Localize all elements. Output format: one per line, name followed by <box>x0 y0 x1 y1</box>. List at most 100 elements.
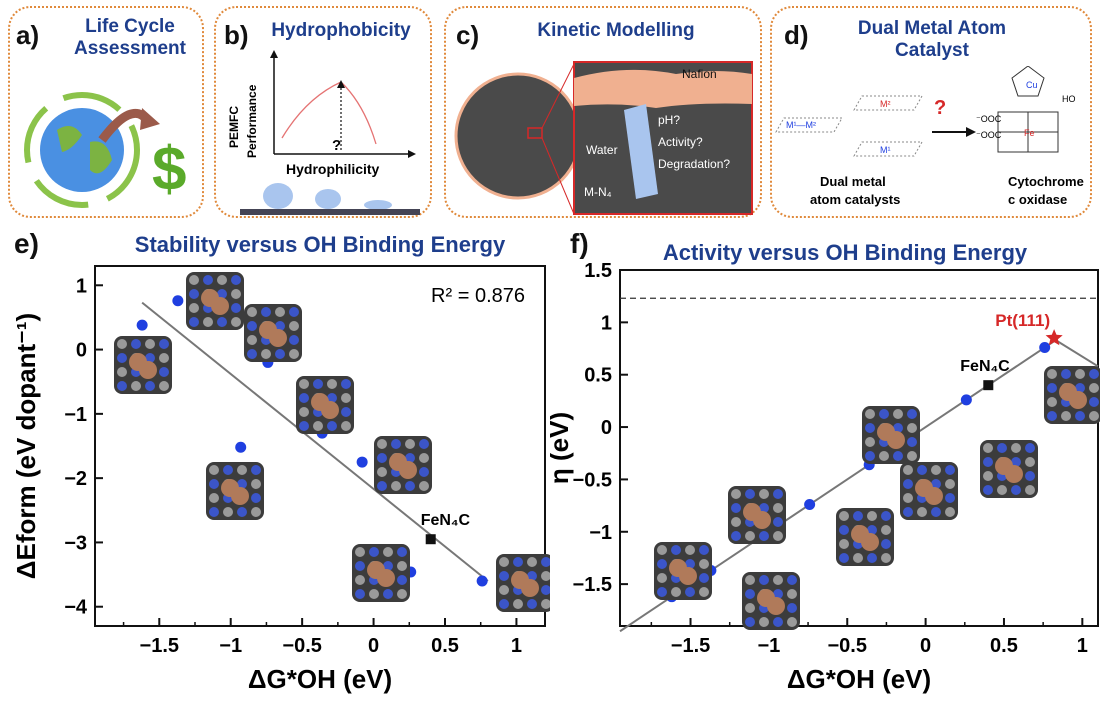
atom <box>251 507 261 517</box>
fe-text: Fe <box>1024 128 1035 138</box>
atom <box>117 381 127 391</box>
x-tick-label: −0.5 <box>282 635 321 657</box>
atom <box>513 599 523 609</box>
star-label: Pt(111) <box>995 311 1050 330</box>
atom <box>251 493 261 503</box>
atom <box>397 589 407 599</box>
x-tick-label: 0.5 <box>431 635 459 657</box>
atom <box>377 439 387 449</box>
atom <box>983 457 993 467</box>
metal-atom <box>139 361 157 379</box>
atom <box>839 511 849 521</box>
atom <box>499 599 509 609</box>
atom <box>117 353 127 363</box>
atom <box>369 547 379 557</box>
y-tick-label: −1.5 <box>573 574 612 596</box>
panel-d-dual-2: atom catalysts <box>810 192 900 207</box>
chart-f-label: f) <box>570 228 589 259</box>
atom <box>383 561 393 571</box>
hydrophobicity-sketch: ? PEMFC Performance Hydrophilicity <box>227 50 420 215</box>
panel-a: a) Life Cycle Assessment $ <box>8 6 204 218</box>
atom <box>145 381 155 391</box>
atom <box>145 353 155 363</box>
y-tick-label: 0.5 <box>584 365 612 387</box>
atom <box>237 479 247 489</box>
atom <box>671 545 681 555</box>
atom <box>117 367 127 377</box>
panel-c-degradation: Degradation? <box>658 157 730 171</box>
atom <box>355 575 365 585</box>
molecule-thumbnail <box>186 272 244 330</box>
atom <box>383 547 393 557</box>
atom <box>405 453 415 463</box>
metal-atom <box>861 533 879 551</box>
panel-c-mn4: M-N₄ <box>584 185 612 199</box>
molecule-thumbnail <box>900 462 958 520</box>
atom <box>377 467 387 477</box>
atom <box>1089 411 1099 421</box>
atom <box>209 465 219 475</box>
atom <box>893 451 903 461</box>
r2-annotation: R² = 0.876 <box>431 285 525 307</box>
atom <box>527 571 537 581</box>
data-point <box>172 295 184 307</box>
atom <box>313 379 323 389</box>
panel-b-label: b) <box>224 20 249 50</box>
atom <box>865 423 875 433</box>
atom <box>853 553 863 563</box>
atom <box>1075 369 1085 379</box>
y-tick-label: 1 <box>76 275 87 297</box>
metal-atom <box>1069 391 1087 409</box>
atom <box>671 587 681 597</box>
atom <box>879 451 889 461</box>
panel-c-water: Water <box>586 143 618 157</box>
atom <box>1011 485 1021 495</box>
y-tick-label: 0 <box>601 417 612 439</box>
atom <box>745 603 755 613</box>
atom <box>313 421 323 431</box>
panel-b-ylabel-1: PEMFC <box>227 106 241 148</box>
metal-atom <box>377 569 395 587</box>
reference-point <box>983 380 994 391</box>
atom <box>341 421 351 431</box>
atom <box>787 575 797 585</box>
metal-atom <box>753 511 771 529</box>
atom <box>377 453 387 463</box>
reference-point <box>425 534 436 545</box>
atom <box>917 465 927 475</box>
atom <box>1011 443 1021 453</box>
panel-b-ylabel-2: Performance <box>245 84 259 158</box>
metal-atom <box>521 579 539 597</box>
atom <box>223 465 233 475</box>
atom <box>231 317 241 327</box>
plot-frame <box>619 269 1099 627</box>
atom <box>231 289 241 299</box>
atom <box>1047 383 1057 393</box>
atom <box>159 353 169 363</box>
atom <box>839 539 849 549</box>
atom <box>541 571 550 581</box>
y-tick-label: −1 <box>589 522 612 544</box>
y-axis-label: η (eV) <box>550 412 574 484</box>
atom <box>907 409 917 419</box>
atom <box>327 379 337 389</box>
x-tick-label: 0.5 <box>990 635 1018 657</box>
data-point <box>960 394 972 406</box>
dual-metal-sketch: M¹—M² M² M¹ ? Dual metal atom catalysts … <box>775 66 1084 207</box>
atom <box>405 481 415 491</box>
x-tick-label: −1.5 <box>671 635 710 657</box>
m1-text: M¹ <box>880 145 891 155</box>
atom <box>907 423 917 433</box>
atom <box>1089 383 1099 393</box>
panel-c: c) Kinetic Modelling Nafion pH? Water Ac… <box>444 6 762 218</box>
molecule-thumbnail <box>654 542 712 600</box>
atom <box>787 589 797 599</box>
atom <box>289 349 299 359</box>
atom <box>773 503 783 513</box>
atom <box>355 589 365 599</box>
atom <box>1047 411 1057 421</box>
atom <box>189 289 199 299</box>
atom <box>867 511 877 521</box>
atom <box>759 617 769 627</box>
atom <box>983 485 993 495</box>
